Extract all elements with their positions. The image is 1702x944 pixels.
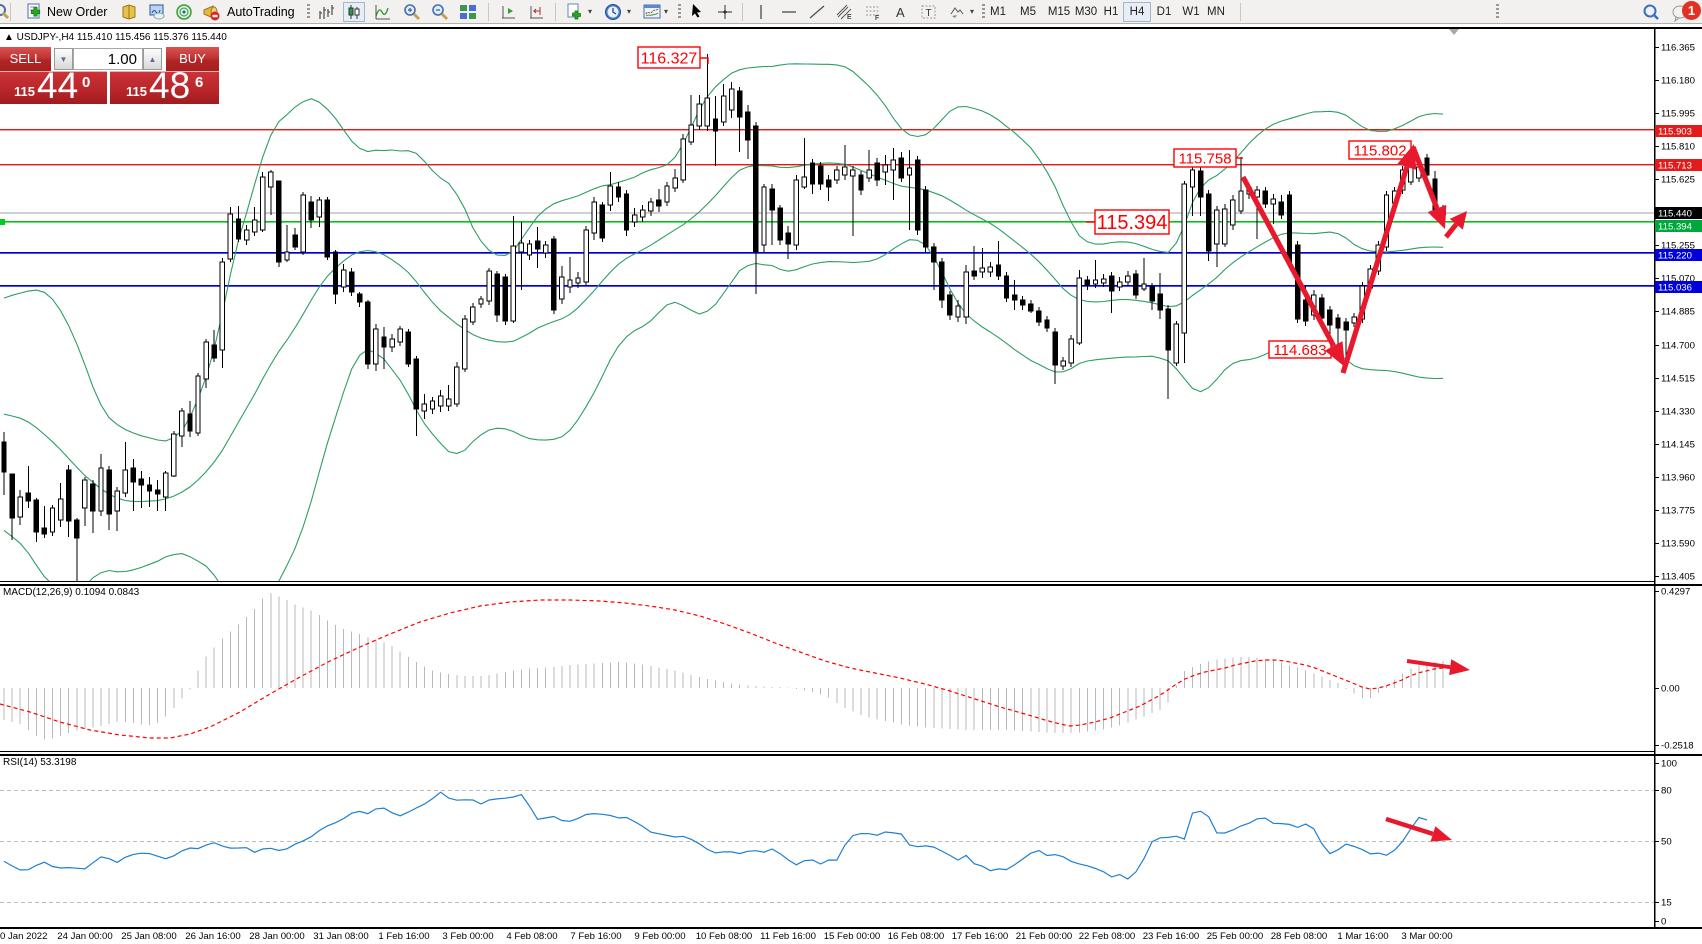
svg-text:115.802: 115.802 (1353, 142, 1406, 159)
svg-text:115.255: 115.255 (1661, 241, 1695, 252)
svg-text:4 Feb 08:00: 4 Feb 08:00 (506, 931, 557, 942)
svg-text:116.180: 116.180 (1661, 76, 1695, 87)
svg-text:114.683: 114.683 (1273, 342, 1326, 359)
svg-text:115.713: 115.713 (1658, 161, 1692, 172)
svg-text:MACD(12,26,9) 0.1094 0.0843: MACD(12,26,9) 0.1094 0.0843 (3, 587, 140, 598)
svg-text:115.440: 115.440 (1658, 209, 1692, 220)
svg-text:100: 100 (1661, 759, 1677, 770)
svg-text:113.775: 113.775 (1661, 506, 1695, 517)
svg-text:10 Feb 08:00: 10 Feb 08:00 (696, 931, 753, 942)
svg-text:25 Feb 00:00: 25 Feb 00:00 (1207, 931, 1264, 942)
svg-text:F: F (875, 15, 879, 21)
svg-text:115.220: 115.220 (1658, 251, 1692, 262)
svg-text:80: 80 (1661, 786, 1672, 797)
svg-text:1 Mar 16:00: 1 Mar 16:00 (1337, 931, 1388, 942)
svg-text:3 Mar 00:00: 3 Mar 00:00 (1401, 931, 1452, 942)
svg-text:113.960: 113.960 (1661, 473, 1695, 484)
svg-text:115.394: 115.394 (1658, 222, 1693, 233)
svg-text:0.00: 0.00 (1661, 684, 1680, 695)
svg-text:115.625: 115.625 (1661, 175, 1695, 186)
svg-text:115.903: 115.903 (1658, 127, 1692, 138)
svg-text:115.070: 115.070 (1661, 274, 1695, 285)
svg-text:A: A (896, 5, 905, 20)
svg-text:115.758: 115.758 (1178, 150, 1231, 167)
svg-text:15: 15 (1661, 898, 1672, 909)
svg-text:11 Feb 16:00: 11 Feb 16:00 (760, 931, 816, 942)
svg-text:0.4297: 0.4297 (1661, 587, 1690, 598)
svg-text:26 Jan 16:00: 26 Jan 16:00 (185, 931, 240, 942)
svg-text:28 Jan 00:00: 28 Jan 00:00 (249, 931, 304, 942)
svg-text:113.590: 113.590 (1661, 539, 1695, 550)
svg-text:25 Jan 08:00: 25 Jan 08:00 (121, 931, 176, 942)
svg-text:50: 50 (1661, 837, 1672, 848)
svg-text:0 Jan 2022: 0 Jan 2022 (0, 931, 47, 942)
svg-text:115.995: 115.995 (1661, 109, 1695, 120)
svg-text:116.327: 116.327 (641, 50, 698, 67)
svg-text:22 Feb 08:00: 22 Feb 08:00 (1079, 931, 1136, 942)
svg-text:23 Feb 16:00: 23 Feb 16:00 (1143, 931, 1200, 942)
svg-text:RSI(14) 53.3198: RSI(14) 53.3198 (3, 757, 77, 768)
svg-text:0: 0 (1661, 917, 1666, 928)
svg-text:15 Feb 00:00: 15 Feb 00:00 (824, 931, 881, 942)
svg-text:115.036: 115.036 (1658, 283, 1692, 294)
svg-text:3 Feb 00:00: 3 Feb 00:00 (442, 931, 493, 942)
svg-text:24 Jan 00:00: 24 Jan 00:00 (57, 931, 112, 942)
svg-text:113.405: 113.405 (1661, 572, 1695, 583)
svg-text:17 Feb 16:00: 17 Feb 16:00 (952, 931, 1009, 942)
svg-text:-0.2518: -0.2518 (1661, 741, 1694, 752)
svg-text:116.365: 116.365 (1661, 43, 1695, 54)
svg-text:114.330: 114.330 (1661, 407, 1695, 418)
svg-text:115.810: 115.810 (1661, 142, 1695, 153)
svg-text:▲ USDJPY-,H4 115.410 115.456: ▲ USDJPY-,H4 115.410 115.456 115.376 115… (4, 32, 227, 43)
svg-text:7 Feb 16:00: 7 Feb 16:00 (570, 931, 621, 942)
svg-text:114.885: 114.885 (1661, 307, 1695, 318)
svg-text:114.700: 114.700 (1661, 341, 1695, 352)
svg-text:31 Jan 08:00: 31 Jan 08:00 (313, 931, 368, 942)
svg-text:1 Feb 16:00: 1 Feb 16:00 (378, 931, 429, 942)
svg-text:28 Feb 08:00: 28 Feb 08:00 (1271, 931, 1328, 942)
svg-text:T: T (926, 8, 932, 19)
svg-text:114.515: 114.515 (1661, 374, 1695, 385)
svg-text:114.145: 114.145 (1661, 440, 1695, 451)
svg-text:115.394: 115.394 (1097, 212, 1168, 234)
svg-text:16 Feb 08:00: 16 Feb 08:00 (888, 931, 945, 942)
svg-text:21 Feb 00:00: 21 Feb 00:00 (1016, 931, 1073, 942)
svg-text:E: E (847, 14, 852, 21)
svg-text:9 Feb 00:00: 9 Feb 00:00 (634, 931, 685, 942)
